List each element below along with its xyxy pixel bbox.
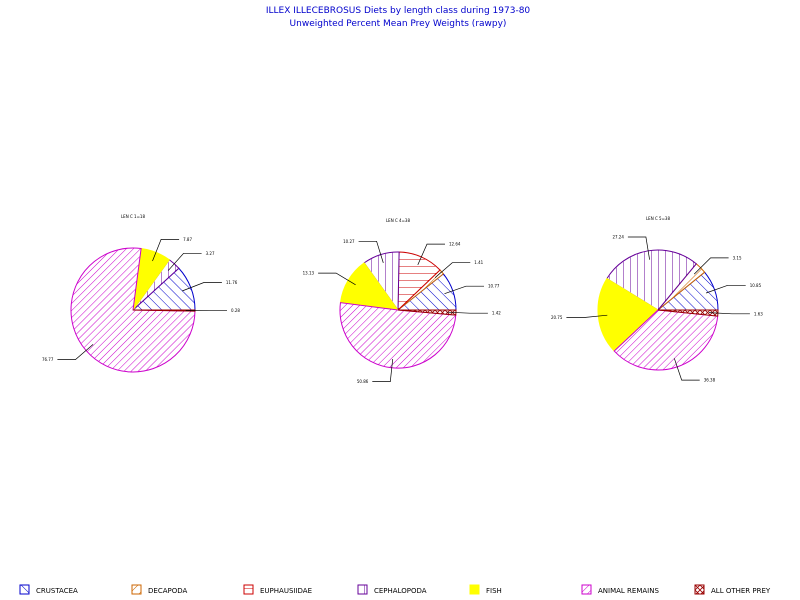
- pie-2-value-euphausiidae: 12.64: [449, 242, 461, 247]
- pie-3-value-cephalopoda: 27.24: [612, 235, 624, 240]
- pie-1-value-animal-remains: 76.77: [42, 357, 54, 362]
- legend-item-cephalopoda: CEPHALOPODA: [357, 584, 427, 595]
- chart-title: ILLEX ILLECEBROSUS Diets by length class…: [266, 6, 531, 16]
- pie-1-value-crustacea: 11.76: [226, 280, 238, 285]
- pie-label-2: LEN C 4=38: [386, 218, 411, 223]
- pie-3-leader-cephalopoda: [627, 236, 650, 260]
- legend-swatch-all-other-prey: [694, 584, 705, 595]
- pie-1-leader-fish: [152, 239, 180, 262]
- pie-1: LEN C 1=18 11.76 3.27 7.87 76.77 0.28: [42, 214, 240, 373]
- pie-3-leader-fish: [566, 314, 608, 318]
- pie-1-leader-animal-remains: [57, 344, 94, 360]
- pie-3: LEN C 5=38 10.85 3.15 27.24 20.75 36.38 1.63: [551, 216, 763, 383]
- pie-2-leader-decapoda: [434, 262, 471, 278]
- pie-3-value-fish: 20.75: [551, 315, 563, 320]
- legend-item-fish: FISH: [469, 584, 502, 595]
- pie-3-value-decapoda: 3.15: [733, 255, 742, 260]
- pie-3-value-all-other-prey: 1.63: [754, 311, 763, 316]
- pie-2-value-decapoda: 1.41: [474, 260, 483, 265]
- pie-1-leader-cephalopoda: [167, 252, 202, 271]
- legend-label-animal-remains: ANIMAL REMAINS: [598, 587, 659, 595]
- legend-label-all-other-prey: ALL OTHER PREY: [711, 587, 771, 595]
- pie-2-value-crustacea: 10.77: [488, 284, 500, 289]
- pie-3-leader-all-other-prey: [708, 312, 750, 315]
- pie-3-leader-crustacea: [705, 284, 746, 294]
- legend: CRUSTACEA DECAPODA EUPHAUSIIDAE CEPHALOPODA…: [19, 584, 771, 595]
- pie-1-value-fish: 7.87: [183, 237, 192, 242]
- pie-2-value-fish: 13.13: [303, 271, 315, 276]
- pie-2-value-cephalopoda: 10.27: [343, 239, 355, 244]
- pie-label-1: LEN C 1=18: [121, 214, 146, 219]
- pie-2-leader-all-other-prey: [447, 311, 488, 314]
- pie-2: LEN C 4=38 10.77 1.41 12.64 10.27 13.13 50.86 1…: [303, 218, 502, 384]
- pie-3-value-animal-remains: 36.38: [704, 378, 716, 383]
- legend-swatch-animal-remains: [581, 584, 592, 595]
- pie-1-value-all-other-prey: 0.28: [231, 308, 240, 313]
- legend-item-crustacea: CRUSTACEA: [19, 584, 78, 595]
- pie-2-value-animal-remains: 50.86: [357, 379, 369, 384]
- legend-label-fish: FISH: [486, 587, 502, 595]
- legend-item-decapoda: DECAPODA: [131, 584, 187, 595]
- legend-swatch-fish: [469, 584, 480, 595]
- pie-1-value-cephalopoda: 3.27: [206, 251, 215, 256]
- pie-3-leader-animal-remains: [673, 358, 700, 381]
- legend-swatch-cephalopoda: [357, 584, 368, 595]
- chart-subtitle: Unweighted Percent Mean Prey Weights (ra…: [290, 19, 507, 29]
- pie-2-leader-euphausiidae: [417, 243, 445, 266]
- pie-3-value-crustacea: 10.85: [750, 283, 762, 288]
- legend-label-euphausiidae: EUPHAUSIIDAE: [260, 587, 312, 595]
- pie-2-leader-fish: [318, 272, 356, 286]
- legend-swatch-crustacea: [19, 584, 30, 595]
- legend-label-decapoda: DECAPODA: [148, 587, 187, 595]
- legend-label-cephalopoda: CEPHALOPODA: [374, 587, 427, 595]
- pie-2-leader-crustacea: [444, 285, 484, 295]
- pie-1-leader-crustacea: [181, 282, 222, 292]
- pie-2-leader-cephalopoda: [358, 240, 384, 264]
- pie-2-leader-animal-remains: [372, 358, 394, 382]
- legend-swatch-euphausiidae: [243, 584, 254, 595]
- legend-item-animal-remains: ANIMAL REMAINS: [581, 584, 659, 595]
- legend-item-all-other-prey: ALL OTHER PREY: [694, 584, 771, 595]
- pie-3-leader-decapoda: [693, 257, 729, 275]
- legend-label-crustacea: CRUSTACEA: [36, 587, 78, 595]
- legend-item-euphausiidae: EUPHAUSIIDAE: [243, 584, 312, 595]
- pie-2-value-all-other-prey: 1.42: [492, 311, 501, 316]
- legend-swatch-decapoda: [131, 584, 142, 595]
- pies-layer: LEN C 1=18 11.76 3.27 7.87 76.77 0.28 LEN C 4=…: [42, 214, 763, 384]
- pie-label-3: LEN C 5=38: [646, 216, 671, 221]
